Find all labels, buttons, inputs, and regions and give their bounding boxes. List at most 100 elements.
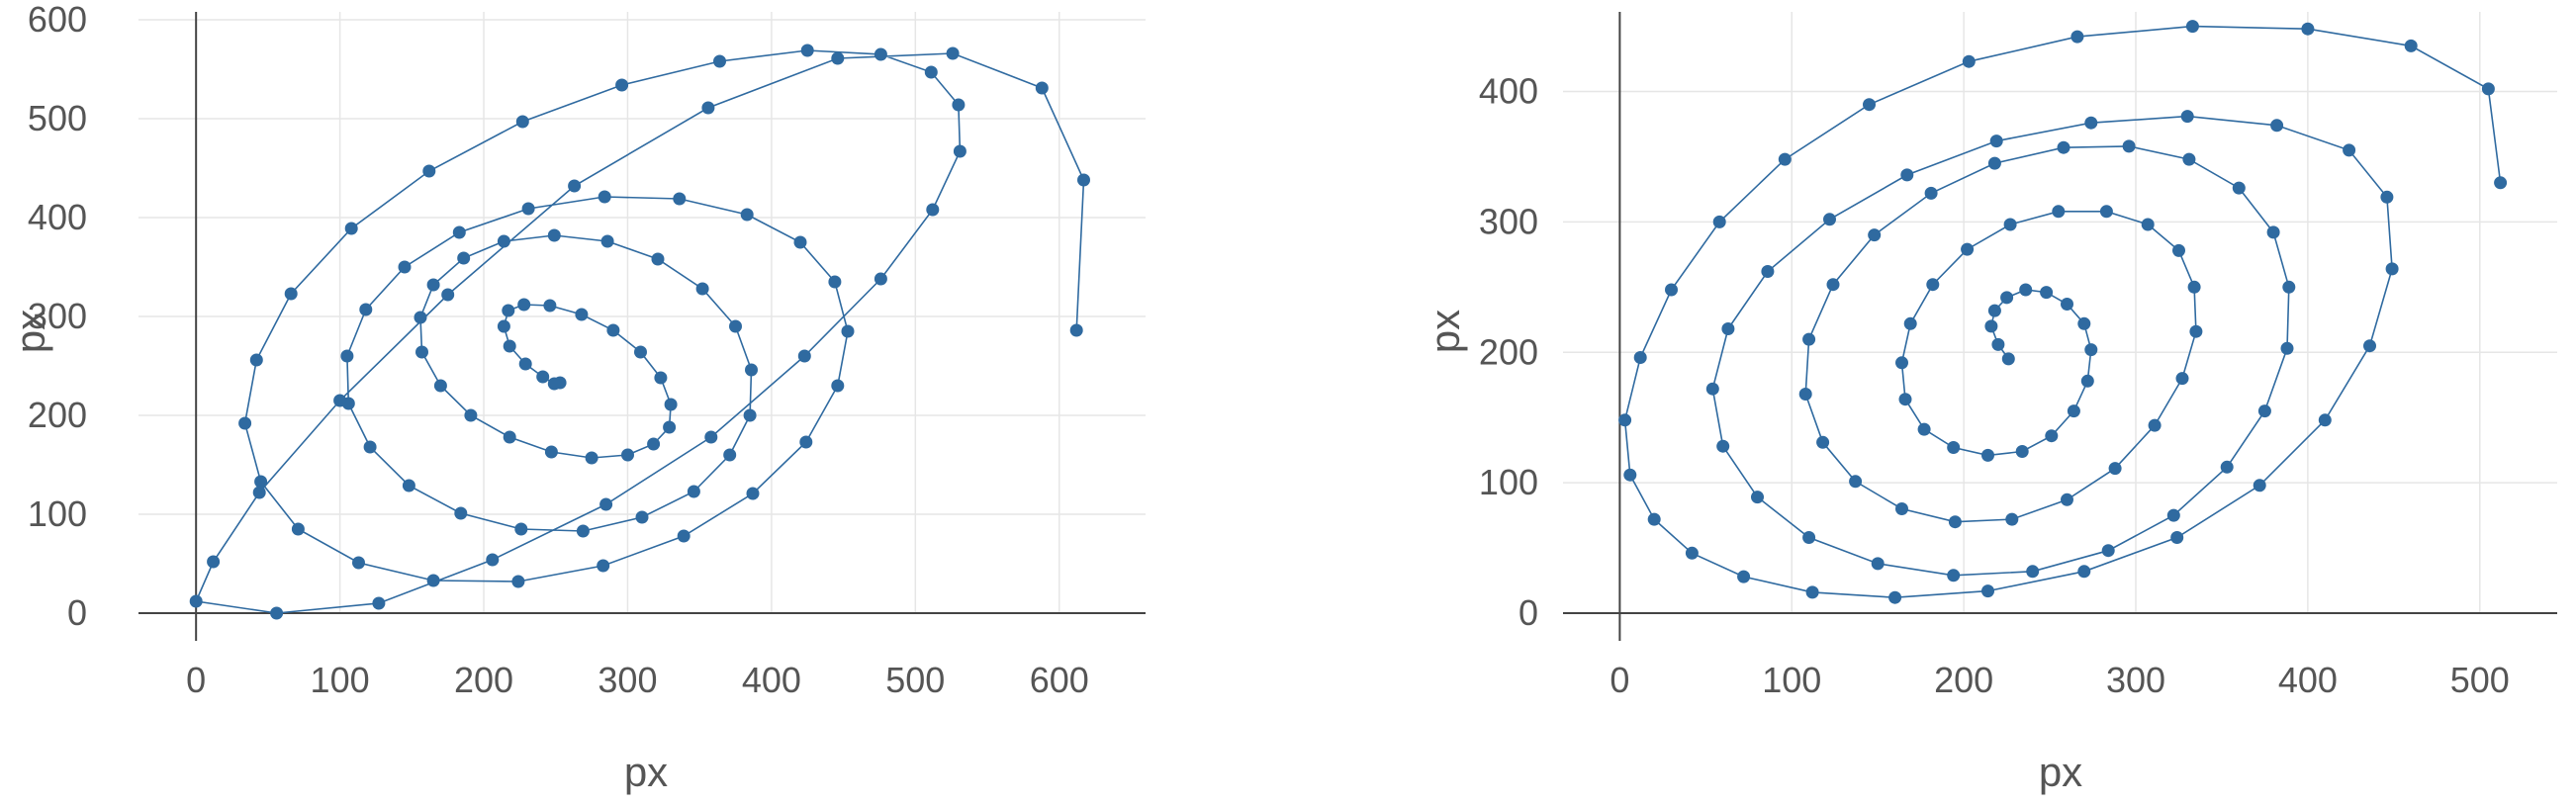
y-tick-label: 400 xyxy=(28,197,87,237)
data-point xyxy=(713,54,726,68)
x-tick-label: 400 xyxy=(2278,660,2338,700)
data-point xyxy=(1903,316,1917,330)
y-tick-label: 400 xyxy=(1479,71,1538,112)
data-point xyxy=(1863,98,1876,112)
y-tick-label: 600 xyxy=(28,0,87,40)
data-point xyxy=(799,435,813,449)
data-point xyxy=(2057,140,2070,154)
data-point xyxy=(663,420,677,434)
data-point xyxy=(511,575,525,588)
data-point xyxy=(415,345,428,359)
data-point xyxy=(2015,445,2029,458)
data-point xyxy=(673,192,687,206)
data-point xyxy=(2070,30,2084,44)
data-point xyxy=(1761,265,1775,278)
data-point xyxy=(740,208,754,222)
data-point xyxy=(1987,156,2001,170)
data-point xyxy=(1623,468,1637,482)
data-point xyxy=(634,345,647,359)
y-axis-right: 0 100 200 300 400 xyxy=(1479,12,1621,641)
data-point xyxy=(575,308,589,321)
data-point xyxy=(426,574,440,587)
data-point xyxy=(1981,584,1994,598)
data-point xyxy=(677,529,690,543)
data-point xyxy=(2232,181,2246,195)
data-point xyxy=(1665,283,1678,297)
data-point xyxy=(729,319,742,333)
data-point xyxy=(2040,286,2054,300)
data-point xyxy=(2101,544,2115,558)
data-point xyxy=(2061,298,2073,311)
data-point xyxy=(2363,339,2376,353)
data-point xyxy=(2084,343,2098,357)
data-point xyxy=(249,353,263,367)
trace-line-right xyxy=(1623,25,2502,599)
data-point xyxy=(2077,316,2091,330)
data-point xyxy=(926,203,940,217)
data-point xyxy=(2170,531,2184,544)
data-point xyxy=(359,303,373,316)
data-point xyxy=(831,379,845,393)
data-point xyxy=(654,371,668,385)
x-tick-label: 300 xyxy=(2106,660,2165,700)
data-point xyxy=(544,445,558,459)
data-point xyxy=(841,324,855,338)
data-point xyxy=(1778,152,1792,166)
data-point xyxy=(207,555,221,569)
data-point xyxy=(402,479,415,493)
data-point xyxy=(664,398,678,411)
data-point xyxy=(743,408,757,422)
data-point xyxy=(1618,413,1632,427)
y-tick-label: 300 xyxy=(1479,201,1538,241)
data-point xyxy=(793,235,807,249)
y-tick-labels-left: 0 100 200 300 400 500 600 xyxy=(28,0,87,633)
x-tick-label: 600 xyxy=(1030,660,1089,700)
data-point xyxy=(515,115,529,129)
data-point xyxy=(1895,502,1908,515)
data-point xyxy=(2185,20,2199,34)
x-tick-label: 200 xyxy=(1934,660,1993,700)
data-point xyxy=(1802,531,1816,544)
x-axis-right: 0 100 200 300 400 500 xyxy=(1563,612,2557,700)
data-point xyxy=(2180,110,2194,124)
data-point xyxy=(2084,116,2098,130)
data-point xyxy=(1721,322,1735,335)
data-point xyxy=(238,416,252,430)
y-tick-label: 0 xyxy=(67,592,87,633)
data-point xyxy=(2175,372,2189,386)
data-point xyxy=(2019,283,2033,297)
data-point xyxy=(704,430,718,444)
data-point xyxy=(1926,278,1940,292)
y-tick-label: 200 xyxy=(28,395,87,435)
chart-panel-right: 0 100 200 300 400 500 0 100 200 300 400 px px xyxy=(1422,12,2557,795)
x-axis-left: 0 100 200 300 400 500 600 xyxy=(138,612,1146,700)
data-point xyxy=(598,190,611,204)
data-point xyxy=(585,451,598,465)
data-point xyxy=(2189,324,2203,338)
data-point xyxy=(2067,404,2080,418)
data-point xyxy=(1961,242,1975,256)
x-tick-label: 0 xyxy=(186,660,206,700)
data-point xyxy=(597,559,610,573)
data-point xyxy=(800,44,814,57)
markers-right xyxy=(1618,20,2508,604)
data-point xyxy=(252,486,266,499)
data-point xyxy=(1981,448,1994,462)
data-point xyxy=(2045,429,2059,443)
data-point xyxy=(1849,475,1863,489)
data-point xyxy=(924,65,938,79)
data-point xyxy=(2166,508,2180,522)
data-point xyxy=(874,272,887,286)
data-point xyxy=(1737,570,1751,583)
data-point xyxy=(441,288,455,302)
data-point xyxy=(831,51,845,65)
data-point xyxy=(2266,225,2280,239)
data-point xyxy=(2481,82,2495,96)
data-point xyxy=(398,260,412,274)
data-point xyxy=(547,377,561,391)
data-point xyxy=(1947,441,1961,454)
data-point xyxy=(953,144,966,158)
y-axis-title-left: px xyxy=(7,310,53,353)
data-point xyxy=(1823,213,1836,226)
